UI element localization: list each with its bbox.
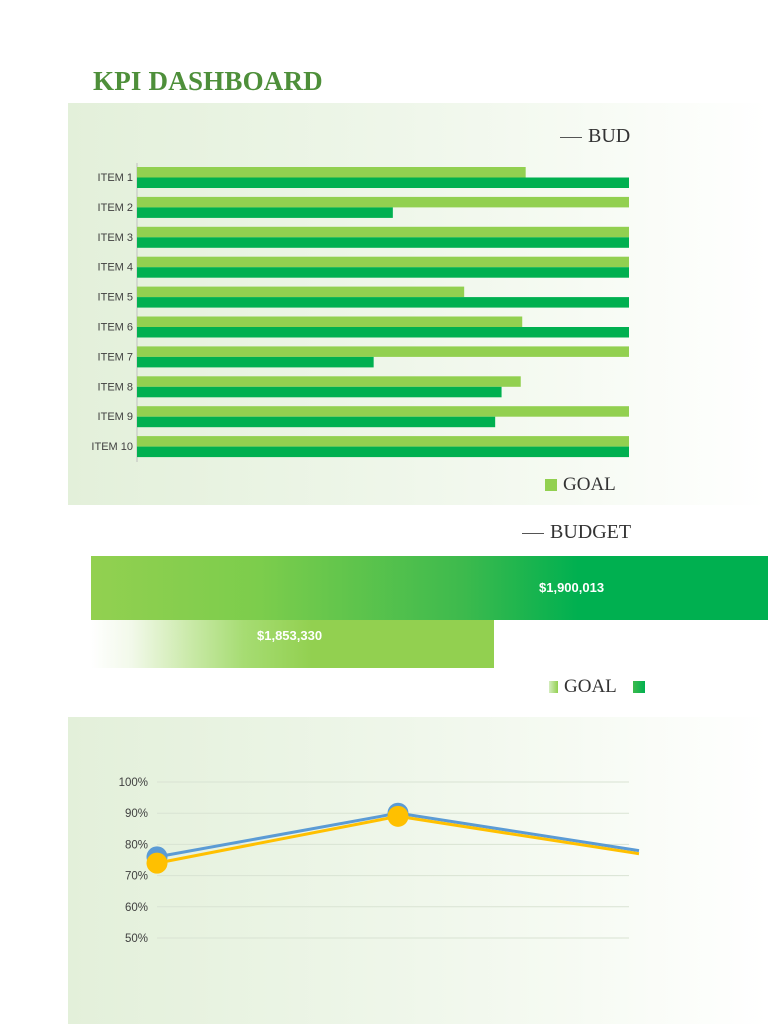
category-label: ITEM 6 xyxy=(98,322,133,334)
budget-bar xyxy=(137,327,629,338)
legend-line-marker xyxy=(522,532,544,534)
category-label: ITEM 7 xyxy=(98,351,133,363)
goal-bar xyxy=(137,316,523,327)
total-goal-value: $1,853,330 xyxy=(257,628,323,643)
total-goal-bar xyxy=(91,620,494,668)
goal-bar xyxy=(137,286,465,298)
yellow-series-point xyxy=(387,805,409,827)
total-budget-bar xyxy=(91,556,768,620)
item-chart-legend-goal-label: GOAL xyxy=(563,474,616,495)
budget-bar xyxy=(137,177,629,188)
budget-bar xyxy=(137,207,393,218)
y-tick-label: 50% xyxy=(125,933,148,945)
item-chart-legend-goal: GOAL xyxy=(545,474,616,496)
goal-swatch xyxy=(545,479,557,491)
y-tick-label: 60% xyxy=(125,902,148,914)
category-label: ITEM 9 xyxy=(98,411,133,423)
goal-bar xyxy=(137,376,521,387)
budget-bar xyxy=(137,416,496,428)
total-chart-legend-budget: BUDGET xyxy=(522,521,632,544)
budget-bar xyxy=(137,446,629,458)
goal-bar xyxy=(137,167,526,178)
category-label: ITEM 3 xyxy=(98,232,133,244)
total-chart-legend-goal-label: GOAL xyxy=(564,676,617,697)
page-title: KPI DASHBOARD xyxy=(93,66,323,96)
budget-bar xyxy=(137,237,629,248)
item-chart-legend-budget: BUDGET xyxy=(560,125,630,148)
category-label: ITEM 10 xyxy=(91,441,133,453)
category-label: ITEM 2 xyxy=(98,202,133,214)
category-label: ITEM 5 xyxy=(98,292,133,304)
y-tick-label: 70% xyxy=(125,871,148,883)
y-tick-label: 100% xyxy=(119,777,148,789)
total-chart-legend: GOAL xyxy=(549,676,651,698)
y-tick-label: 90% xyxy=(125,808,148,820)
percentage-chart-panel xyxy=(68,717,768,1024)
total-chart-legend-budget-label: BUDGET xyxy=(550,521,632,543)
goal-swatch xyxy=(549,681,558,693)
goal-bar xyxy=(137,256,629,268)
budget-bar xyxy=(137,386,502,398)
y-tick-label: 80% xyxy=(125,839,148,851)
goal-bar xyxy=(137,226,629,238)
goal-bar xyxy=(137,406,629,417)
budget-bar xyxy=(137,267,629,278)
budget-swatch xyxy=(632,681,645,693)
item-chart-legend-budget-label: BUDGET xyxy=(588,125,630,147)
total-budget-value: $1,900,013 xyxy=(539,580,605,595)
category-label: ITEM 4 xyxy=(98,262,133,274)
goal-bar xyxy=(137,436,629,447)
budget-bar xyxy=(137,297,629,308)
budget-bar xyxy=(137,356,374,368)
legend-line-marker xyxy=(560,136,582,138)
goal-bar xyxy=(137,196,629,208)
category-label: ITEM 1 xyxy=(98,172,133,184)
goal-bar xyxy=(137,346,629,357)
yellow-series-point xyxy=(146,852,168,874)
category-label: ITEM 8 xyxy=(98,381,133,393)
